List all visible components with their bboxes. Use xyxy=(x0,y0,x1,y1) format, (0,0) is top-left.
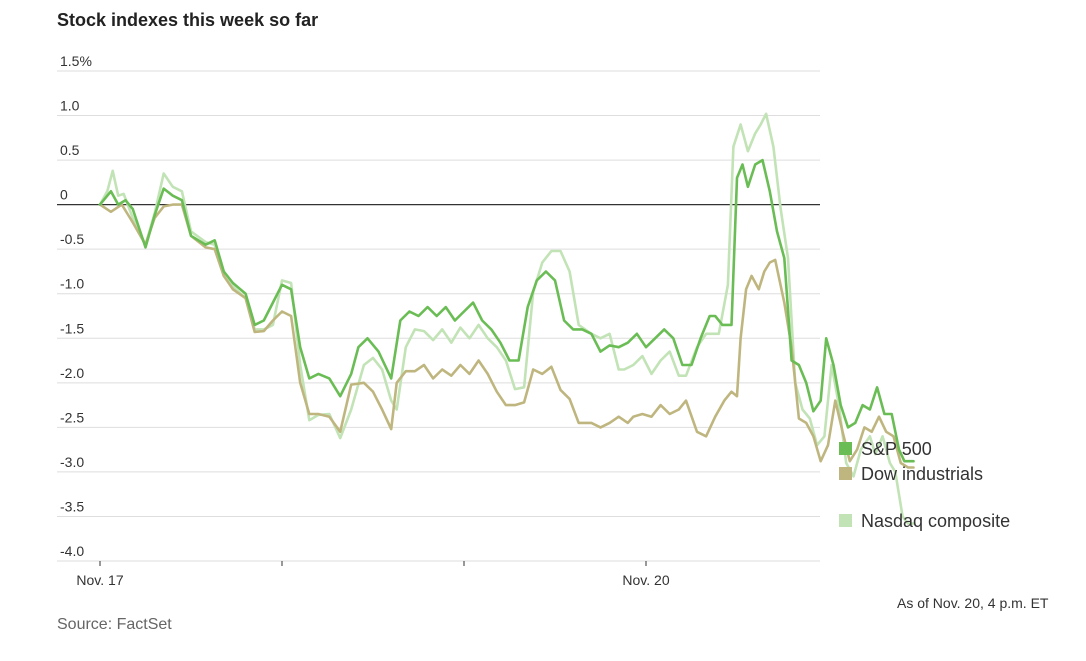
y-tick-label: -1.0 xyxy=(60,276,84,292)
timestamp-note: As of Nov. 20, 4 p.m. ET xyxy=(897,595,1049,611)
legend-swatch xyxy=(839,467,852,480)
y-tick-label: -0.5 xyxy=(60,231,84,247)
series-line-dow-industrials xyxy=(98,203,915,469)
legend-swatch xyxy=(839,442,852,455)
y-tick-label: -4.0 xyxy=(60,543,84,559)
y-tick-label: -2.0 xyxy=(60,365,84,381)
legend-swatch xyxy=(839,514,852,527)
y-tick-label: -3.0 xyxy=(60,454,84,470)
chart-title: Stock indexes this week so far xyxy=(57,10,319,30)
y-axis-ticks: 1.5% 1.0 0.5 0 -0.5 -1.0 -1.5 -2.0 -2.5 -3.0 -3.5 -… xyxy=(60,53,92,559)
x-tick-label: Nov. 20 xyxy=(622,572,669,588)
series-lines xyxy=(98,112,915,525)
x-tick-label: Nov. 17 xyxy=(76,572,123,588)
series-line-s-p-500 xyxy=(98,158,915,463)
y-tick-label: 0.5 xyxy=(60,142,80,158)
y-tick-label: 1.0 xyxy=(60,98,80,114)
y-tick-label: -1.5 xyxy=(60,320,84,336)
series-line-nasdaq-composite xyxy=(98,112,915,525)
legend-label: Nasdaq composite xyxy=(861,511,1010,531)
legend: S&P 500 Dow industrials Nasdaq composite xyxy=(839,439,1010,531)
x-axis: Nov. 17 Nov. 20 xyxy=(76,561,670,588)
legend-label: S&P 500 xyxy=(861,439,932,459)
y-tick-label: 0 xyxy=(60,187,68,203)
y-tick-label: 1.5% xyxy=(60,53,92,69)
grid-lines xyxy=(57,70,820,562)
legend-label: Dow industrials xyxy=(861,464,983,484)
y-tick-label: -2.5 xyxy=(60,409,84,425)
y-tick-label: -3.5 xyxy=(60,498,84,514)
source-note: Source: FactSet xyxy=(57,616,172,633)
